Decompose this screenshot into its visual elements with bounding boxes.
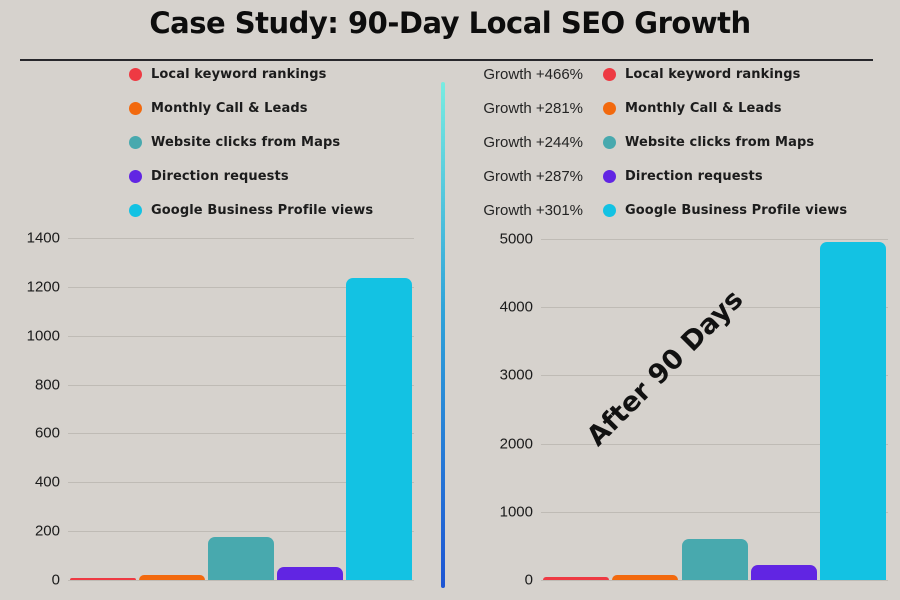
- y-axis-tick-label: 1000: [26, 327, 60, 345]
- gridline: [541, 511, 888, 513]
- gridline: [541, 375, 888, 377]
- bar-chart-after: 0 1000 2000 3000 4000 5000: [500, 231, 888, 589]
- legend-before: Local keyword rankings Monthly Call & Lea…: [129, 64, 373, 220]
- y-axis-tick-label: 5000: [499, 230, 533, 248]
- legend-item: Google Business Profile views: [129, 200, 373, 220]
- legend-item: Direction requests: [129, 166, 373, 186]
- legend-dot-icon: [129, 67, 142, 81]
- legend-after-with-growth: Growth +466% Local keyword rankings Growth…: [453, 64, 847, 220]
- gridline: [68, 238, 414, 239]
- bar-before-90-days-3: [208, 537, 274, 580]
- bar-after-90-days-3: [681, 538, 748, 580]
- bar-after-90-days-2: [612, 574, 679, 580]
- gridline: [68, 482, 414, 484]
- gridline: [541, 580, 888, 581]
- y-axis-tick-label: 1400: [26, 229, 60, 247]
- y-axis-tick-label: 3000: [499, 366, 533, 384]
- growth-value: Growth +287%: [483, 167, 583, 185]
- legend-item-label: Direction requests: [151, 168, 289, 184]
- gridline: [541, 443, 888, 445]
- y-axis-tick-label: 200: [34, 522, 60, 540]
- bar-after-90-days-5: [820, 242, 887, 580]
- legend-dot-icon: [129, 135, 142, 149]
- center-divider: [441, 82, 445, 588]
- y-axis-tick-label: 0: [524, 571, 533, 589]
- gridline: [68, 433, 414, 435]
- growth-value: Growth +281%: [483, 99, 583, 117]
- y-axis-tick-label: 600: [34, 424, 60, 442]
- y-axis-tick-label: 1000: [499, 503, 533, 521]
- legend-item: Local keyword rankings: [129, 64, 373, 84]
- bar-before-90-days-1: [69, 578, 136, 580]
- legend-item-label: Website clicks from Maps: [151, 134, 341, 150]
- growth-legend-item: Growth +281% Monthly Call & Leads: [453, 98, 847, 118]
- growth-value: Growth +301%: [483, 201, 583, 219]
- growth-legend-item: Growth +466% Local keyword rankings: [453, 64, 847, 84]
- page-title: Case Study: 90-Day Local SEO Growth: [149, 6, 751, 40]
- growth-value: Growth +244%: [483, 133, 583, 151]
- gridline: [68, 335, 414, 337]
- bar-after-90-days-1: [542, 576, 609, 580]
- gridline: [541, 239, 888, 240]
- gridline: [68, 384, 414, 386]
- bar-after-90-days-4: [750, 565, 817, 580]
- legend-item-label: Google Business Profile views: [151, 202, 374, 218]
- legend-item-label: Website clicks from Maps: [625, 134, 815, 150]
- bar-before-90-days-4: [277, 566, 344, 580]
- legend-dot-icon: [603, 135, 616, 149]
- legend-item: Monthly Call & Leads: [129, 98, 373, 118]
- y-axis-tick-label: 4000: [499, 298, 533, 316]
- growth-legend-item: Growth +301% Google Business Profile view…: [453, 200, 847, 220]
- y-axis-tick-label: 800: [34, 376, 60, 394]
- legend-dot-icon: [603, 101, 616, 115]
- bar-before-90-days-5: [346, 278, 413, 580]
- gridline: [68, 580, 414, 581]
- y-axis-tick-label: 400: [34, 473, 60, 491]
- legend-item-label: Google Business Profile views: [625, 202, 848, 218]
- y-axis-tick-label: 1200: [26, 278, 60, 296]
- bar-before-90-days-2: [138, 575, 205, 580]
- gridline: [68, 531, 414, 533]
- bar-chart-before: 0 200 400 600 800 1000 1200 1400: [27, 230, 414, 589]
- growth-legend-item: Growth +287% Direction requests: [453, 166, 847, 186]
- y-axis-tick-label: 0: [51, 571, 60, 589]
- legend-item-label: Local keyword rankings: [625, 66, 801, 82]
- gridline: [68, 286, 414, 288]
- legend-dot-icon: [603, 67, 616, 81]
- legend-dot-icon: [129, 101, 142, 115]
- legend-dot-icon: [129, 203, 142, 217]
- title-underline: [20, 59, 873, 61]
- legend-dot-icon: [603, 203, 616, 217]
- legend-item-label: Monthly Call & Leads: [151, 100, 308, 116]
- legend-item-label: Local keyword rankings: [151, 66, 327, 82]
- growth-value: Growth +466%: [483, 65, 583, 83]
- legend-item: Website clicks from Maps: [129, 132, 373, 152]
- y-axis-tick-label: 2000: [499, 435, 533, 453]
- legend-dot-icon: [129, 169, 142, 183]
- legend-dot-icon: [603, 169, 616, 183]
- growth-legend-item: Growth +244% Website clicks from Maps: [453, 132, 847, 152]
- gridline: [541, 307, 888, 309]
- legend-item-label: Direction requests: [625, 168, 763, 184]
- legend-item-label: Monthly Call & Leads: [625, 100, 782, 116]
